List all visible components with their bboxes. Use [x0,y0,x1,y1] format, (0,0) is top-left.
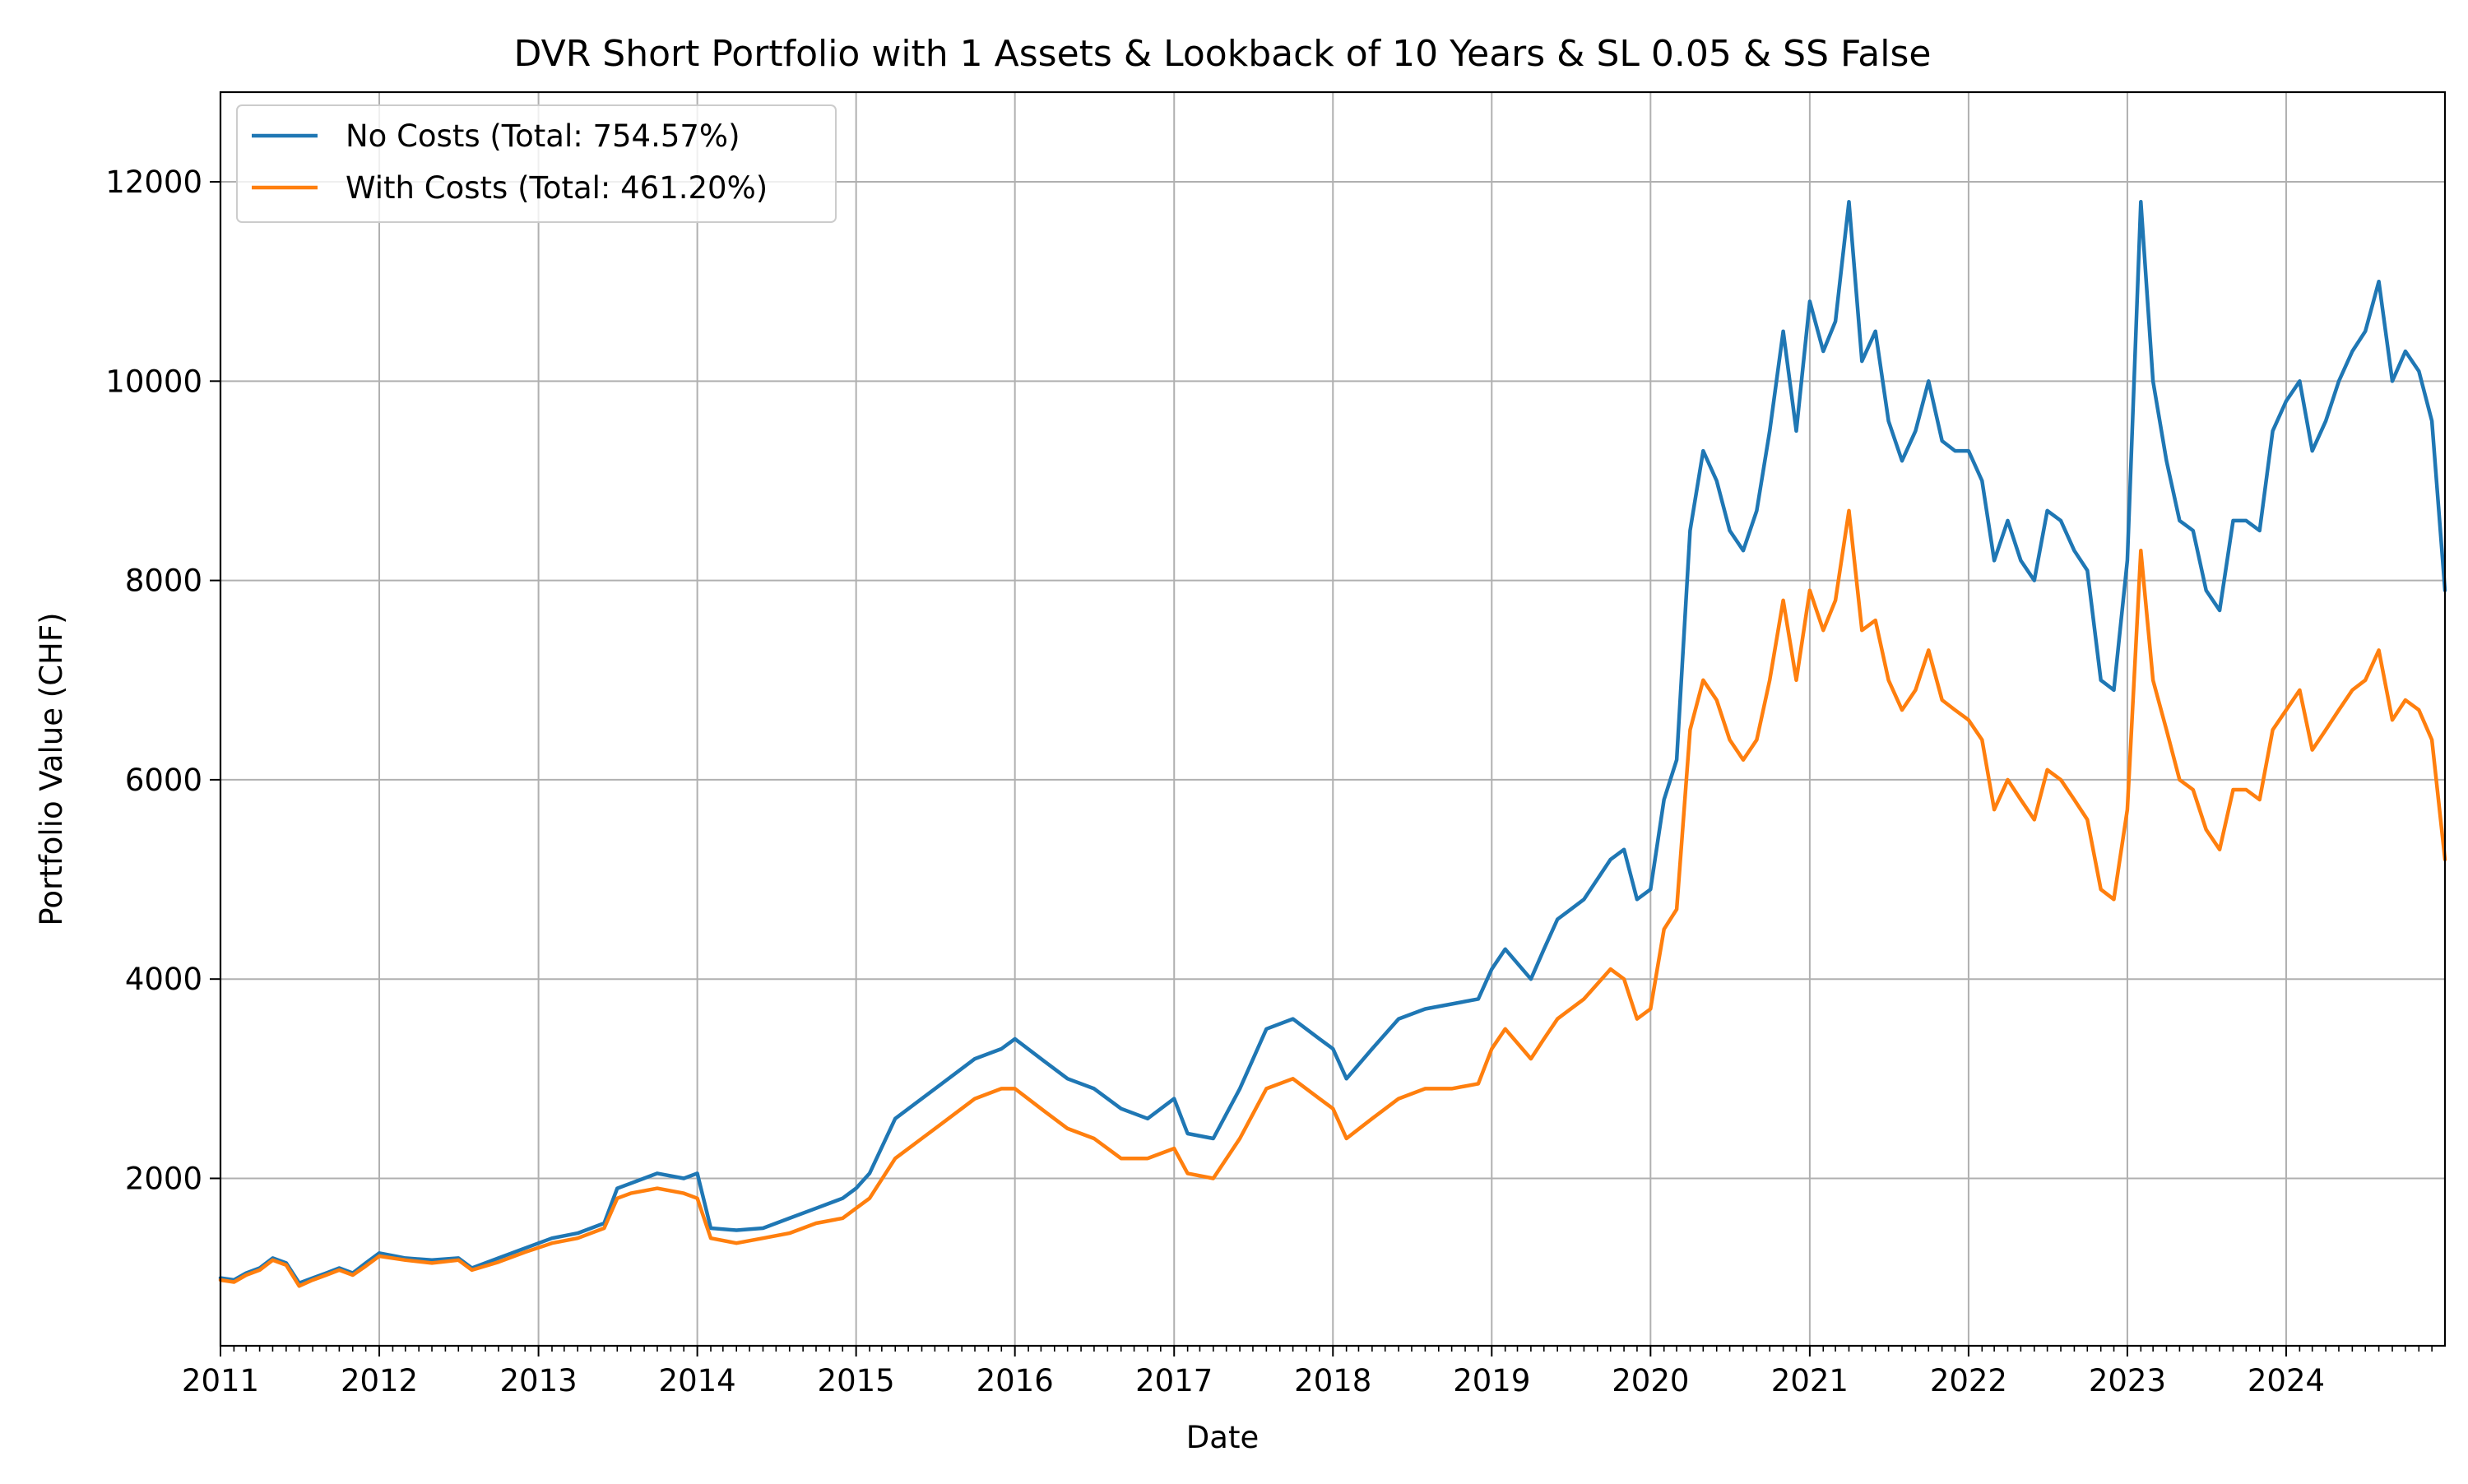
x-tick-label-2016: 2016 [977,1363,1054,1398]
x-tick-label-2012: 2012 [341,1363,418,1398]
legend: No Costs (Total: 754.57%) With Costs (To… [236,104,837,223]
x-tick-label-2015: 2015 [818,1363,895,1398]
x-axis-label: Date [1186,1420,1259,1455]
legend-label-no-costs: No Costs (Total: 754.57%) [346,118,740,154]
x-tick-label-2017: 2017 [1135,1363,1213,1398]
x-tick-label-2021: 2021 [1771,1363,1849,1398]
x-tick-label-2018: 2018 [1294,1363,1371,1398]
series-line-no-costs [218,200,2447,1285]
series-layer [218,200,2447,1288]
x-tick-label-2011: 2011 [182,1363,259,1398]
series-line-with-costs [218,508,2447,1288]
y-tick-label-8000: 8000 [125,563,202,599]
y-axis-label: Portfolio Value (CHF) [34,612,69,925]
y-tick-label-10000: 10000 [105,364,202,399]
x-axis: 2011 2012 2013 2014 2015 2016 2017 2018 2019 2020… [182,1346,2433,1398]
legend-box [236,104,837,223]
x-tick-label-2024: 2024 [2248,1363,2325,1398]
y-tick-label-4000: 4000 [125,962,202,997]
y-axis: 2000 4000 6000 8000 10000 12000 [105,165,220,1196]
x-tick-label-2013: 2013 [500,1363,578,1398]
x-tick-label-2020: 2020 [1612,1363,1689,1398]
grid-layer [220,92,2445,1346]
y-tick-label-12000: 12000 [105,165,202,200]
chart-title: DVR Short Portfolio with 1 Assets & Look… [514,33,1932,75]
y-tick-label-6000: 6000 [125,763,202,798]
legend-label-with-costs: With Costs (Total: 461.20%) [346,170,768,206]
x-tick-label-2019: 2019 [1453,1363,1530,1398]
x-tick-label-2014: 2014 [659,1363,736,1398]
y-tick-label-2000: 2000 [125,1161,202,1196]
x-tick-label-2022: 2022 [1930,1363,2007,1398]
x-tick-label-2023: 2023 [2089,1363,2166,1398]
